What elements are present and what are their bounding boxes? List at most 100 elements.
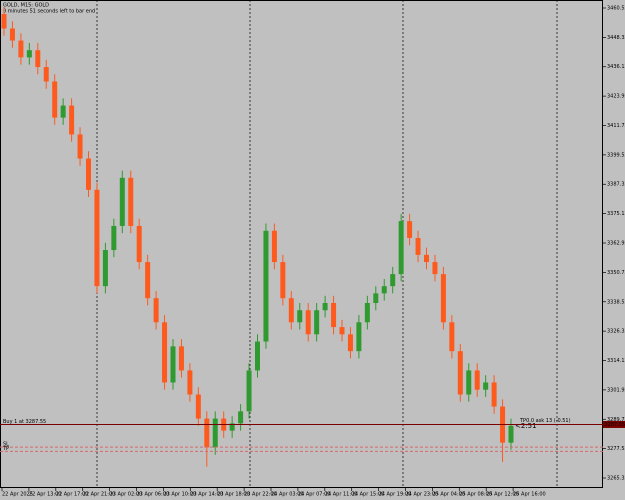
y-tick-label: 3277.52 xyxy=(607,446,625,452)
candle-body xyxy=(170,346,176,383)
y-tick-label: 3460.52 xyxy=(607,5,625,11)
x-tick-label: 22 Apr 21:00 xyxy=(83,492,116,498)
candle-body xyxy=(43,67,49,82)
y-tick-label: 3375.12 xyxy=(607,211,625,217)
x-tick-label: 24 Apr 07:00 xyxy=(298,492,331,498)
candle-body xyxy=(432,262,438,275)
candle-body xyxy=(238,411,244,424)
candle-body xyxy=(246,370,252,412)
y-tick-label: 3265.32 xyxy=(607,476,625,482)
candle-body xyxy=(26,50,32,58)
candle-body xyxy=(18,40,24,58)
x-tick-label: 22 Apr 13:00 xyxy=(29,492,62,498)
candle-body xyxy=(86,158,91,190)
candle-body xyxy=(145,262,151,299)
y-tick-label: 3326.32 xyxy=(607,329,625,335)
price-level-label: Buy 1 at 3287.55 xyxy=(3,419,46,425)
candle-body xyxy=(119,177,125,226)
x-tick-label: 24 Apr 15:00 xyxy=(352,492,385,498)
candle-body xyxy=(347,334,353,352)
candle-body xyxy=(407,221,413,238)
candle-body xyxy=(364,303,370,323)
candle-body xyxy=(35,50,41,68)
x-tick-label: 25 Apr 12:00 xyxy=(486,492,519,498)
x-tick-label: 23 Apr 14:00 xyxy=(190,492,223,498)
candle-body xyxy=(424,254,429,263)
x-tick-label: 24 Apr 11:00 xyxy=(325,492,358,498)
candle-body xyxy=(457,351,463,395)
candle-body xyxy=(356,322,362,352)
candle-body xyxy=(128,177,134,226)
y-tick-label: 3362.92 xyxy=(607,241,625,247)
y-tick-label: 3314.12 xyxy=(607,358,625,364)
candle-body xyxy=(339,327,345,335)
candle-body xyxy=(229,423,235,431)
y-tick-label: 3301.92 xyxy=(607,387,625,393)
candle-body xyxy=(381,286,387,294)
y-tick-label: 3387.32 xyxy=(607,182,625,188)
candle-body xyxy=(9,28,15,41)
candle-body xyxy=(288,298,294,323)
candle-body xyxy=(483,382,489,390)
candle-body xyxy=(255,341,260,371)
candle-body xyxy=(153,298,159,323)
x-tick-label: 25 Apr 16:00 xyxy=(513,492,546,498)
candle-body xyxy=(204,418,210,448)
y-tick-label: 3423.92 xyxy=(607,94,625,100)
x-tick-label: 23 Apr 10:00 xyxy=(163,492,196,498)
candle-body xyxy=(280,262,286,299)
bar-timer: 0 minutes 51 seconds left to bar end xyxy=(3,9,95,15)
candle-body xyxy=(491,382,497,407)
candle-body xyxy=(322,303,328,311)
candle-body xyxy=(297,310,303,323)
candle-body xyxy=(508,425,514,443)
candle-body xyxy=(94,189,100,287)
candle-body xyxy=(449,322,455,352)
x-tick-label: 22 Apr 2025 xyxy=(2,492,33,498)
x-tick-label: 23 Apr 18:00 xyxy=(217,492,250,498)
candle-body xyxy=(111,225,117,251)
price-level-label: SL xyxy=(3,442,9,448)
x-tick-label: 24 Apr 19:00 xyxy=(379,492,412,498)
candle-body xyxy=(474,370,480,390)
y-tick-label: 3350.72 xyxy=(607,270,625,276)
candle-body xyxy=(271,230,277,263)
candle-body xyxy=(373,293,379,304)
candle-body xyxy=(102,250,108,287)
candle-body xyxy=(136,225,142,263)
candle-body xyxy=(178,346,184,371)
x-tick-label: 22 Apr 17:00 xyxy=(56,492,89,498)
candle-body xyxy=(69,105,75,135)
candle-body xyxy=(263,230,269,342)
price-level-label: TP xyxy=(2,446,9,452)
x-tick-label: 25 Apr 08:00 xyxy=(459,492,492,498)
x-tick-label: 25 Apr 04:00 xyxy=(432,492,465,498)
y-tick-label: 3338.52 xyxy=(607,299,625,305)
candle-body xyxy=(60,105,66,118)
y-tick-label: 3399.52 xyxy=(607,152,625,158)
plot-frame xyxy=(0,0,603,488)
candle-body xyxy=(398,221,404,275)
candle-body xyxy=(440,274,446,323)
x-tick-label: 24 Apr 03:00 xyxy=(271,492,304,498)
chart-title: GOLD, M15: GOLD xyxy=(3,3,49,9)
price-tag xyxy=(603,420,625,428)
price-tag-label: 3287.55 xyxy=(605,422,625,428)
y-tick-label: 3448.32 xyxy=(607,35,625,41)
candle-body xyxy=(390,274,396,287)
x-tick-label: 23 Apr 02:00 xyxy=(110,492,143,498)
x-tick-label: 24 Apr 23:00 xyxy=(406,492,439,498)
candle-body xyxy=(77,134,83,159)
y-tick-label: 3411.72 xyxy=(607,123,625,129)
order-annotation: TP0.0 ask 13 (-0.51) xyxy=(519,418,571,424)
countdown: <2:51 xyxy=(515,422,537,430)
candle-body xyxy=(195,394,201,419)
candle-body xyxy=(1,14,7,29)
y-tick-label: 3436.12 xyxy=(607,64,625,70)
candle-body xyxy=(466,370,472,395)
candle-body xyxy=(314,310,320,335)
candle-body xyxy=(415,237,421,255)
